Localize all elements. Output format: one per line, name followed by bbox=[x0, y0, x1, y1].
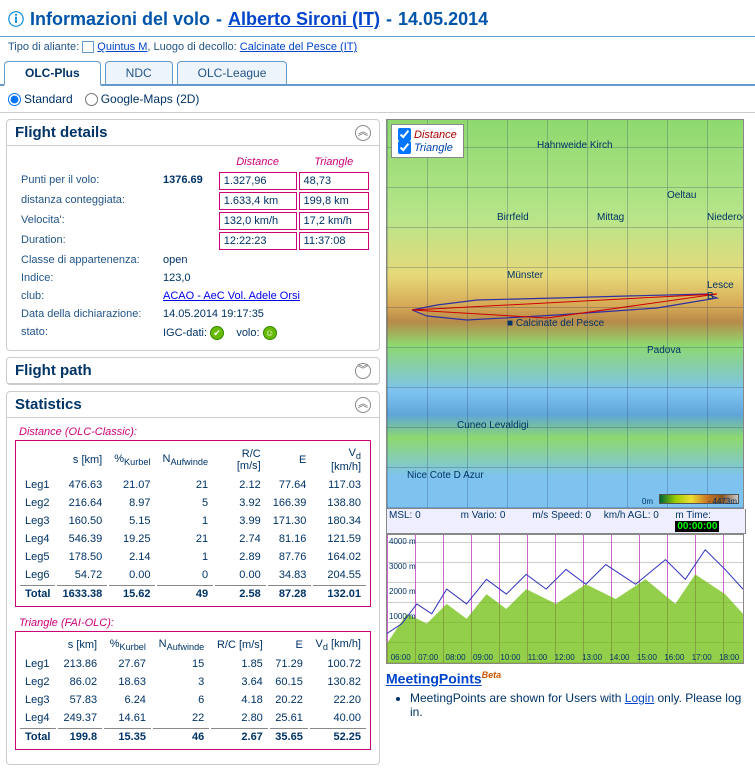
page-icon bbox=[82, 41, 94, 53]
meeting-link[interactable]: MeetingPoints bbox=[386, 671, 482, 687]
path-heading: Flight path bbox=[15, 362, 92, 379]
map-legend[interactable]: Distance Triangle bbox=[391, 124, 464, 158]
club-link[interactable]: ACAO - AeC Vol. Adele Orsi bbox=[163, 290, 300, 302]
map-statusbar: MSL: 0 m Vario: 0 m/s Speed: 0 km/h AGL:… bbox=[386, 509, 746, 534]
glider-link[interactable]: Quintus M bbox=[97, 41, 147, 53]
view-gmaps[interactable]: Google-Maps (2D) bbox=[85, 92, 200, 106]
tab-olc-league[interactable]: OLC-League bbox=[177, 61, 288, 84]
flight-map[interactable]: Distance Triangle ■ Calcinate del Pesce … bbox=[386, 119, 744, 509]
pilot-link[interactable]: Alberto Sironi (IT) bbox=[228, 9, 380, 30]
collapse-icon[interactable]: ︽ bbox=[355, 397, 371, 413]
meeting-points: MeetingPointsBeta MeetingPoints are show… bbox=[386, 664, 746, 725]
details-heading: Flight details bbox=[15, 124, 108, 141]
view-standard[interactable]: Standard bbox=[8, 92, 73, 106]
smile-icon: ☺ bbox=[263, 326, 277, 340]
tab-olc-plus[interactable]: OLC-Plus bbox=[4, 61, 101, 86]
subheader: Tipo di aliante: Quintus M, Luogo di dec… bbox=[0, 37, 755, 61]
barogram[interactable]: 4000 m 3000 m 2000 m 1000 m 06:0007:0008… bbox=[386, 534, 744, 664]
takeoff-link[interactable]: Calcinate del Pesce (IT) bbox=[240, 41, 357, 53]
info-icon: ⓘ bbox=[8, 6, 24, 30]
login-link[interactable]: Login bbox=[625, 691, 654, 705]
expand-icon[interactable]: ︾ bbox=[355, 363, 371, 379]
check-icon: ✔ bbox=[210, 326, 224, 340]
page-title: ⓘ Informazioni del volo - Alberto Sironi… bbox=[8, 6, 747, 30]
collapse-icon[interactable]: ︽ bbox=[355, 125, 371, 141]
stats-heading: Statistics bbox=[15, 396, 82, 413]
tab-ndc[interactable]: NDC bbox=[105, 61, 173, 84]
